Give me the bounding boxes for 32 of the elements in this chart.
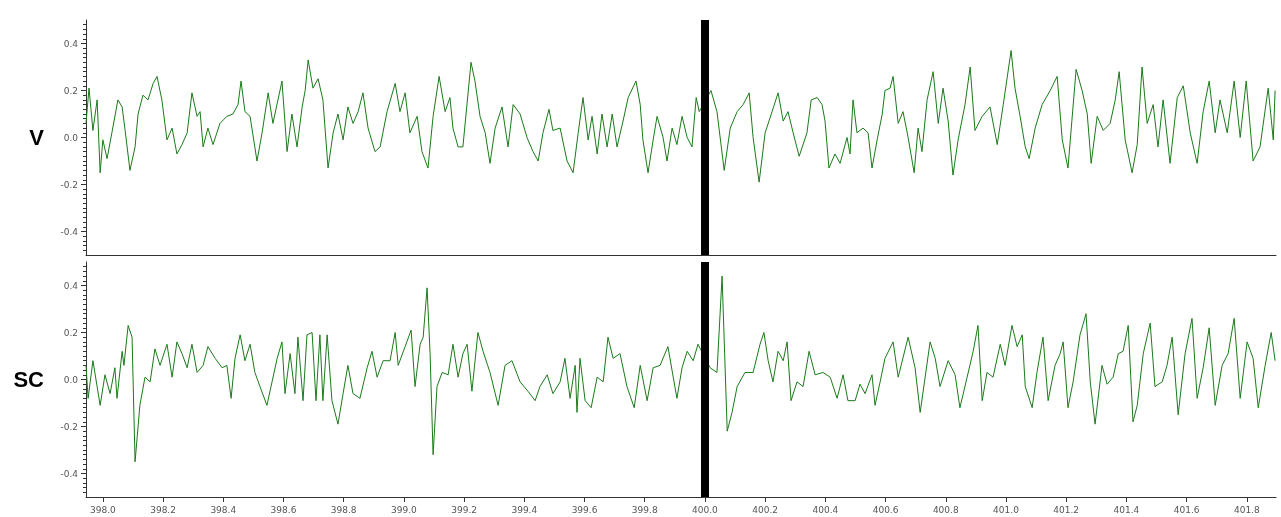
y-tick-label: 0.2: [63, 85, 78, 96]
x-tick-label: 399.6: [571, 504, 598, 515]
x-tick-label: 398.8: [330, 504, 357, 515]
x-tick-label: 400.2: [752, 504, 779, 515]
x-tick-label: 398.6: [270, 504, 297, 515]
y-tick-label: -0.4: [60, 226, 79, 237]
x-tick-label: 401.8: [1233, 504, 1260, 515]
x-tick-label: 399.0: [391, 504, 418, 515]
x-tick-label: 401.0: [993, 504, 1020, 515]
x-tick-label: 401.6: [1173, 504, 1200, 515]
x-tick-label: 398.0: [89, 504, 117, 515]
x-tick-label: 399.8: [631, 504, 658, 515]
x-tick-label: 401.4: [1113, 504, 1140, 515]
y-tick-label: -0.4: [60, 468, 79, 479]
x-tick-label: 399.4: [511, 504, 538, 515]
x-tick-label: 398.2: [150, 504, 176, 515]
y-tick-label: 0.4: [63, 38, 79, 49]
y-tick-label: -0.2: [60, 421, 78, 432]
x-tick-label: 401.2: [1053, 504, 1080, 515]
y-axis-title: SC: [13, 367, 45, 392]
x-tick-label: 398.4: [210, 504, 237, 515]
y-tick-label: 0.4: [63, 280, 79, 291]
y-tick-label: -0.2: [60, 179, 78, 190]
y-tick-label: 0.2: [63, 327, 78, 338]
x-tick-label: 400.6: [872, 504, 899, 515]
y-axis-title: V: [29, 125, 45, 150]
y-tick-label: 0.0: [63, 132, 79, 143]
x-tick-label: 399.2: [451, 504, 477, 515]
y-tick-label: 0.0: [63, 374, 79, 385]
x-tick-label: 400.0: [692, 504, 719, 515]
x-tick-label: 400.4: [812, 504, 839, 515]
x-tick-label: 400.8: [932, 504, 959, 515]
